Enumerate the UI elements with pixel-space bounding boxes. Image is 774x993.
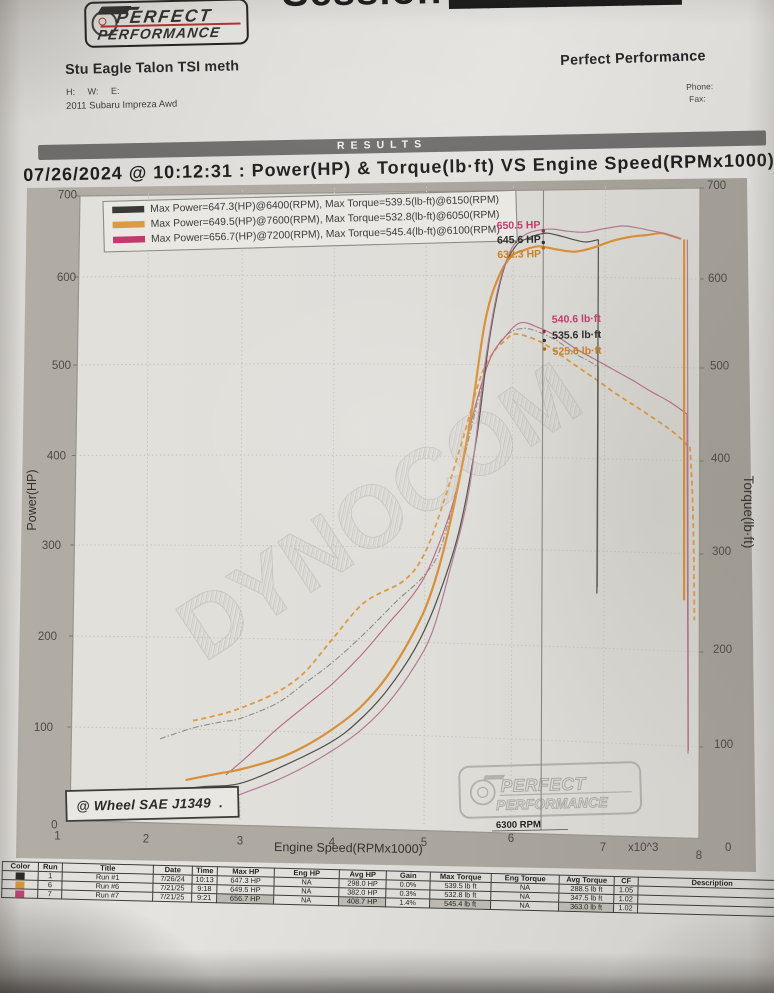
- svg-text:540.6 lb·ft: 540.6 lb·ft: [552, 313, 602, 326]
- svg-text:PERFORMANCE: PERFORMANCE: [496, 794, 609, 813]
- svg-text:3: 3: [237, 836, 243, 848]
- svg-text:300: 300: [42, 540, 61, 552]
- svg-text:Power(HP): Power(HP): [25, 469, 39, 530]
- svg-text:400: 400: [711, 453, 730, 465]
- svg-text:0: 0: [725, 842, 731, 854]
- svg-text:700: 700: [707, 180, 726, 192]
- svg-text:535.6 lb·ft: 535.6 lb·ft: [552, 329, 602, 342]
- svg-text:200: 200: [713, 644, 732, 656]
- svg-text:7: 7: [600, 842, 606, 854]
- svg-text:400: 400: [47, 451, 66, 463]
- svg-text:500: 500: [710, 361, 729, 373]
- svg-text:650.5 HP: 650.5 HP: [497, 219, 541, 232]
- svg-text:2: 2: [143, 834, 149, 846]
- svg-text:PERFECT: PERFECT: [500, 773, 587, 795]
- svg-text:6: 6: [508, 833, 514, 845]
- svg-text:600: 600: [708, 273, 727, 285]
- svg-text:645.6 HP: 645.6 HP: [497, 234, 541, 247]
- svg-text:525.6 lb·ft: 525.6 lb·ft: [552, 345, 602, 358]
- svg-text:6300 RPM: 6300 RPM: [496, 819, 541, 831]
- svg-text:8: 8: [696, 850, 702, 862]
- svg-text:300: 300: [712, 546, 731, 558]
- svg-text:100: 100: [714, 739, 733, 751]
- svg-text:632.3 HP: 632.3 HP: [497, 248, 541, 261]
- svg-text:1: 1: [54, 831, 60, 843]
- svg-text:x10^3: x10^3: [628, 842, 658, 854]
- svg-text:100: 100: [34, 722, 53, 734]
- svg-text:200: 200: [38, 631, 57, 643]
- svg-text:Torque(lb·ft): Torque(lb·ft): [741, 476, 756, 549]
- svg-text:Engine Speed(RPMx1000): Engine Speed(RPMx1000): [274, 840, 423, 856]
- svg-text:700: 700: [58, 190, 77, 202]
- svg-text:600: 600: [57, 272, 76, 284]
- svg-text:500: 500: [52, 360, 71, 372]
